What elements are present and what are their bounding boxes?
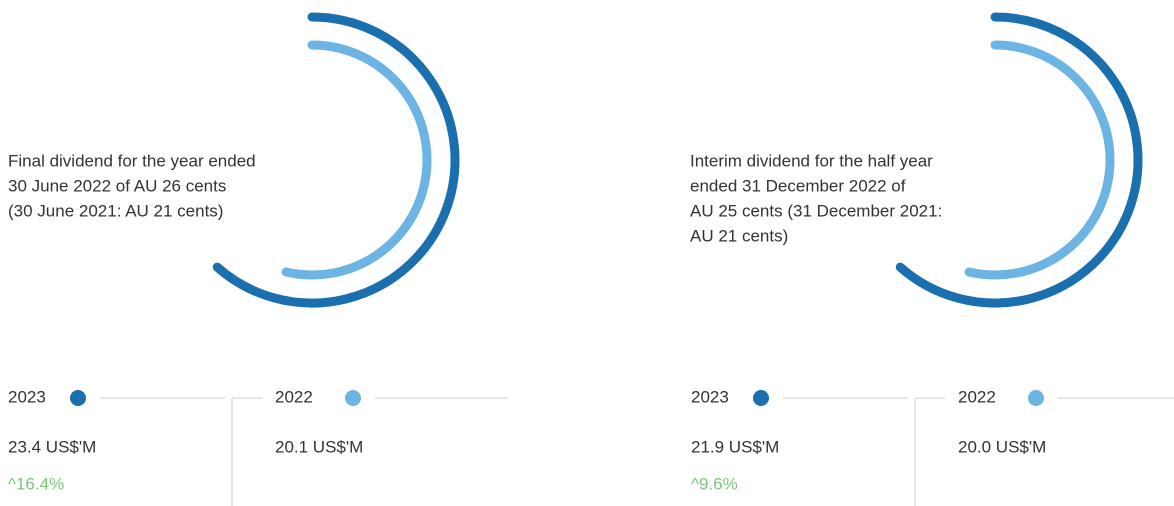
description: Interim dividend for the half year [690, 151, 933, 170]
current-change: ^16.4% [8, 474, 64, 493]
prior-year: 2022 [275, 387, 313, 406]
inner-arc [281, 40, 432, 280]
current-year: 2023 [691, 387, 729, 406]
description: AU 25 cents (31 December 2021: [690, 201, 942, 220]
outer-arc [212, 12, 460, 308]
prior-value: 20.0 US$'M [958, 437, 1046, 456]
inner-arc [964, 40, 1115, 280]
current-value: 21.9 US$'M [691, 437, 779, 456]
current-year: 2023 [8, 387, 46, 406]
current-value: 23.4 US$'M [8, 437, 96, 456]
description: Final dividend for the year ended [8, 151, 256, 170]
description: 30 June 2022 of AU 26 cents [8, 176, 226, 195]
current-dot [70, 390, 86, 406]
prior-dot [1028, 390, 1044, 406]
description: AU 21 cents) [690, 226, 788, 245]
prior-dot [345, 390, 361, 406]
current-dot [753, 390, 769, 406]
description: ended 31 December 2022 of [690, 176, 906, 195]
outer-arc [895, 12, 1143, 308]
description: (30 June 2021: AU 21 cents) [8, 201, 223, 220]
prior-year: 2022 [958, 387, 996, 406]
prior-value: 20.1 US$'M [275, 437, 363, 456]
current-change: ^9.6% [691, 474, 738, 493]
